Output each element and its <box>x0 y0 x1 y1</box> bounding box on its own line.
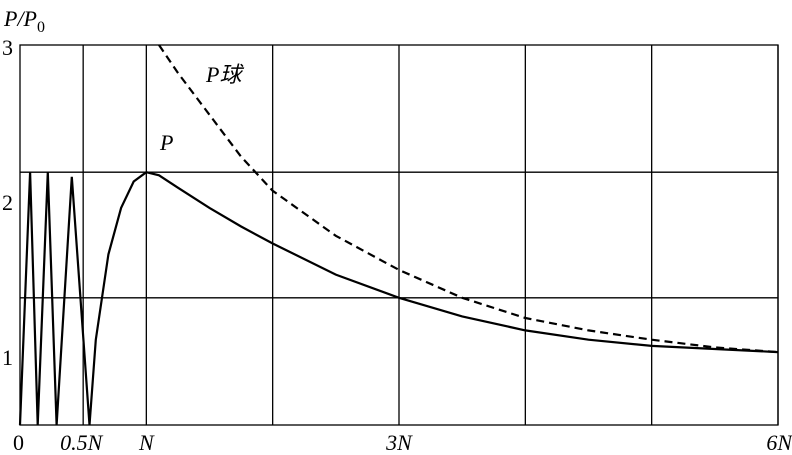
y-tick-label: 2 <box>2 190 13 215</box>
y-axis-label: P/P0 <box>3 6 45 36</box>
y-tick-label: 3 <box>2 35 13 60</box>
y-tick-label: 1 <box>2 345 13 370</box>
series-line <box>158 44 779 354</box>
y-label-sub: 0 <box>37 19 45 36</box>
x-tick-label: 0.5N <box>60 430 104 455</box>
x-tick-label: 3N <box>385 430 413 455</box>
x-tick-label: N <box>138 430 155 455</box>
y-label-main: P/P <box>3 6 37 31</box>
x-tick-label: 6N <box>766 430 792 455</box>
series-label: P <box>159 130 173 155</box>
series-label: P球 <box>205 62 244 87</box>
series-line <box>18 171 779 426</box>
x-tick-label: 0 <box>13 430 24 455</box>
